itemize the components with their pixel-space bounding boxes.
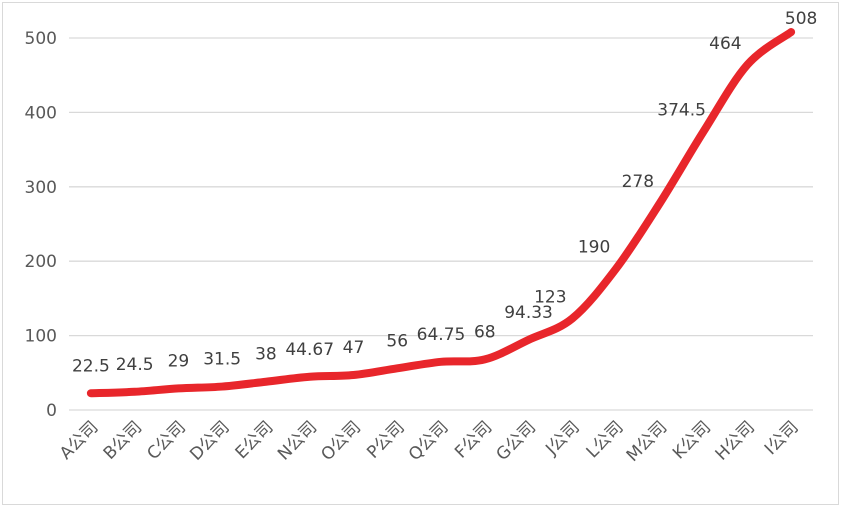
y-tick-label: 400 <box>25 103 57 123</box>
data-label: 31.5 <box>203 350 241 370</box>
x-tick-label: A公司 <box>56 417 102 463</box>
data-label: 68 <box>474 322 496 342</box>
data-label: 56 <box>386 331 408 351</box>
y-tick-label: 0 <box>46 401 57 421</box>
x-tick-label: Q公司 <box>405 417 453 465</box>
data-label: 190 <box>578 238 610 258</box>
x-tick-label: C公司 <box>143 417 190 464</box>
data-label: 29 <box>168 351 190 371</box>
x-tick-label: H公司 <box>712 417 759 464</box>
data-label: 22.5 <box>72 356 110 376</box>
data-label: 44.67 <box>285 340 334 360</box>
line-chart: 0 100 200 300 400 500 A公司B公司C公司D公司E公司N公司O公司P公司… <box>25 9 818 466</box>
y-tick-label: 500 <box>25 29 57 49</box>
x-tick-label: O公司 <box>317 417 365 465</box>
x-tick-label: P公司 <box>363 417 408 462</box>
series-line <box>86 28 796 398</box>
data-label: 94.33 <box>504 303 553 323</box>
data-label: 278 <box>622 172 654 192</box>
data-label: 374.5 <box>657 100 706 120</box>
data-label: 47 <box>343 338 365 358</box>
data-label: 464 <box>709 34 741 54</box>
x-tick-label: M公司 <box>623 417 672 466</box>
x-tick-label: N公司 <box>274 417 321 464</box>
data-label: 123 <box>534 287 566 307</box>
data-label: 38 <box>255 345 277 365</box>
x-tick-label: F公司 <box>451 417 496 462</box>
x-tick-label: E公司 <box>232 417 278 463</box>
x-tick-label: G公司 <box>493 417 541 465</box>
x-tick-label: J公司 <box>541 417 583 459</box>
data-label: 508 <box>785 9 817 29</box>
data-label: 64.75 <box>417 325 466 345</box>
x-tick-label: I公司 <box>761 417 803 459</box>
y-tick-label: 300 <box>25 178 57 198</box>
y-tick-label: 100 <box>25 327 57 347</box>
x-tick-label: L公司 <box>583 417 628 462</box>
x-tick-label: D公司 <box>186 417 233 464</box>
x-tick-label: B公司 <box>100 417 146 463</box>
y-tick-label: 200 <box>25 252 57 272</box>
x-tick-label: K公司 <box>669 417 715 463</box>
data-label: 24.5 <box>116 355 154 375</box>
